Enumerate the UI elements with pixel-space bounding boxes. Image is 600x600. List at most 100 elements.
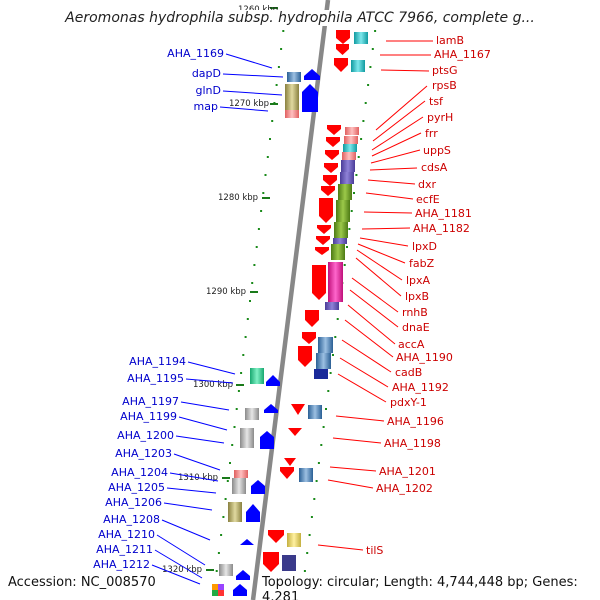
reverse-cds-arrow xyxy=(317,225,331,234)
forward-cds-track xyxy=(233,69,320,596)
leader-line xyxy=(161,519,211,541)
track-dot xyxy=(253,264,256,266)
forward-cds-arrow xyxy=(302,84,318,112)
gene-label-lpxB[interactable]: lpxB xyxy=(405,290,429,303)
track-dot xyxy=(271,120,274,122)
gene-label-AHA_1196[interactable]: AHA_1196 xyxy=(387,415,444,428)
gene-label-AHA_1197[interactable]: AHA_1197 xyxy=(122,395,179,408)
gene-label-ecfE[interactable]: ecfE xyxy=(416,193,440,206)
track-dot xyxy=(322,426,325,428)
reverse-cds-arrow xyxy=(312,265,326,300)
cog-box xyxy=(333,238,347,244)
cog-box xyxy=(308,405,322,419)
leader-line xyxy=(187,361,236,375)
gene-label-tilS[interactable]: tilS xyxy=(366,544,383,557)
gene-label-cdsA[interactable]: cdsA xyxy=(421,161,448,174)
gene-label-AHA_1212[interactable]: AHA_1212 xyxy=(93,558,150,571)
gene-label-uppS[interactable]: uppS xyxy=(423,144,451,157)
gene-label-AHA_1203[interactable]: AHA_1203 xyxy=(115,447,172,460)
gene-label-AHA_1204[interactable]: AHA_1204 xyxy=(111,466,168,479)
gene-label-AHA_1208[interactable]: AHA_1208 xyxy=(103,513,160,526)
gene-label-dapD[interactable]: dapD xyxy=(192,67,221,80)
reverse-cds-arrow xyxy=(324,163,338,173)
gene-label-ptsG[interactable]: ptsG xyxy=(432,64,458,77)
track-dot xyxy=(215,570,218,572)
cog-box xyxy=(285,84,299,110)
cog-box xyxy=(316,353,331,369)
topology-text: Topology: circular; Length: 4,744,448 bp… xyxy=(262,575,600,600)
gene-label-AHA_1205[interactable]: AHA_1205 xyxy=(108,481,165,494)
forward-cog-track xyxy=(212,72,301,596)
leader-line xyxy=(339,357,389,388)
cog-box xyxy=(336,200,350,222)
gene-label-lpxD[interactable]: lpxD xyxy=(412,240,437,253)
reverse-cds-arrow xyxy=(268,530,284,543)
reverse-cog-track xyxy=(282,32,368,571)
gene-label-AHA_1182[interactable]: AHA_1182 xyxy=(413,222,470,235)
track-dot xyxy=(244,336,247,338)
track-dot xyxy=(217,552,220,554)
track-dot xyxy=(229,462,231,464)
leader-line xyxy=(185,378,234,384)
reverse-cds-arrow xyxy=(284,458,296,466)
leader-line xyxy=(166,487,217,494)
gene-label-AHA_1169[interactable]: AHA_1169 xyxy=(167,47,224,60)
gene-label-pyrH[interactable]: pyrH xyxy=(427,111,453,124)
gene-label-AHA_1167[interactable]: AHA_1167 xyxy=(434,48,491,61)
reverse-cds-track xyxy=(263,30,350,572)
leader-line xyxy=(369,167,418,171)
tick-label-1270: 1270 kbp xyxy=(229,99,269,109)
gene-label-AHA_1199[interactable]: AHA_1199 xyxy=(120,410,177,423)
gene-label-AHA_1181[interactable]: AHA_1181 xyxy=(415,207,472,220)
left-labels: AHA_1169 dapD glnD map AHA_1194 AHA_1195… xyxy=(93,47,284,585)
gene-label-accA[interactable]: accA xyxy=(398,338,425,351)
track-dot xyxy=(303,570,306,572)
leader-line xyxy=(371,116,424,151)
cog-box xyxy=(232,478,246,494)
gene-label-AHA_1194[interactable]: AHA_1194 xyxy=(129,355,186,368)
gene-label-AHA_1192[interactable]: AHA_1192 xyxy=(392,381,449,394)
gene-label-dxr[interactable]: dxr xyxy=(418,178,436,191)
cog-box xyxy=(351,60,365,72)
gene-label-AHA_1190[interactable]: AHA_1190 xyxy=(396,351,453,364)
gene-label-lamB[interactable]: lamB xyxy=(436,34,464,47)
gene-label-AHA_1195[interactable]: AHA_1195 xyxy=(127,372,184,385)
forward-cds-arrow xyxy=(260,431,274,449)
gene-label-map[interactable]: map xyxy=(194,100,218,113)
cog-box xyxy=(331,244,345,260)
gene-label-dnaE[interactable]: dnaE xyxy=(402,321,430,334)
cog-box xyxy=(234,470,248,478)
leader-line xyxy=(335,415,385,422)
gene-label-AHA_1202[interactable]: AHA_1202 xyxy=(376,482,433,495)
leader-line xyxy=(163,502,213,511)
gene-label-rnhB[interactable]: rnhB xyxy=(402,306,428,319)
forward-cds-arrow xyxy=(236,570,250,580)
gene-label-AHA_1200[interactable]: AHA_1200 xyxy=(117,429,174,442)
gene-label-AHA_1201[interactable]: AHA_1201 xyxy=(379,465,436,478)
cog-box xyxy=(345,127,359,135)
leader-line xyxy=(154,549,203,579)
gene-label-AHA_1206[interactable]: AHA_1206 xyxy=(105,496,162,509)
track-dot xyxy=(220,534,223,536)
track-dot xyxy=(369,66,372,68)
track-dot xyxy=(277,66,280,68)
reverse-cds-arrow xyxy=(321,186,335,196)
gene-label-rpsB[interactable]: rpsB xyxy=(432,79,457,92)
gene-label-AHA_1211[interactable]: AHA_1211 xyxy=(96,543,153,556)
tick-label-1280: 1280 kbp xyxy=(218,193,258,203)
gene-label-AHA_1198[interactable]: AHA_1198 xyxy=(384,437,441,450)
gene-label-cadB[interactable]: cadB xyxy=(395,366,422,379)
leader-line xyxy=(359,237,409,247)
gene-label-frr[interactable]: frr xyxy=(425,127,438,140)
gene-label-tsf[interactable]: tsf xyxy=(429,95,444,108)
gene-label-pdxY-1[interactable]: pdxY-1 xyxy=(390,396,427,409)
gene-label-AHA_1210[interactable]: AHA_1210 xyxy=(98,528,155,541)
gene-label-fabZ[interactable]: fabZ xyxy=(409,257,435,270)
track-dot xyxy=(320,444,323,446)
cog-box xyxy=(338,184,352,200)
gene-label-glnD[interactable]: glnD xyxy=(196,84,221,97)
reverse-cds-arrow xyxy=(336,44,349,55)
gene-label-lpxA[interactable]: lpxA xyxy=(406,274,431,287)
